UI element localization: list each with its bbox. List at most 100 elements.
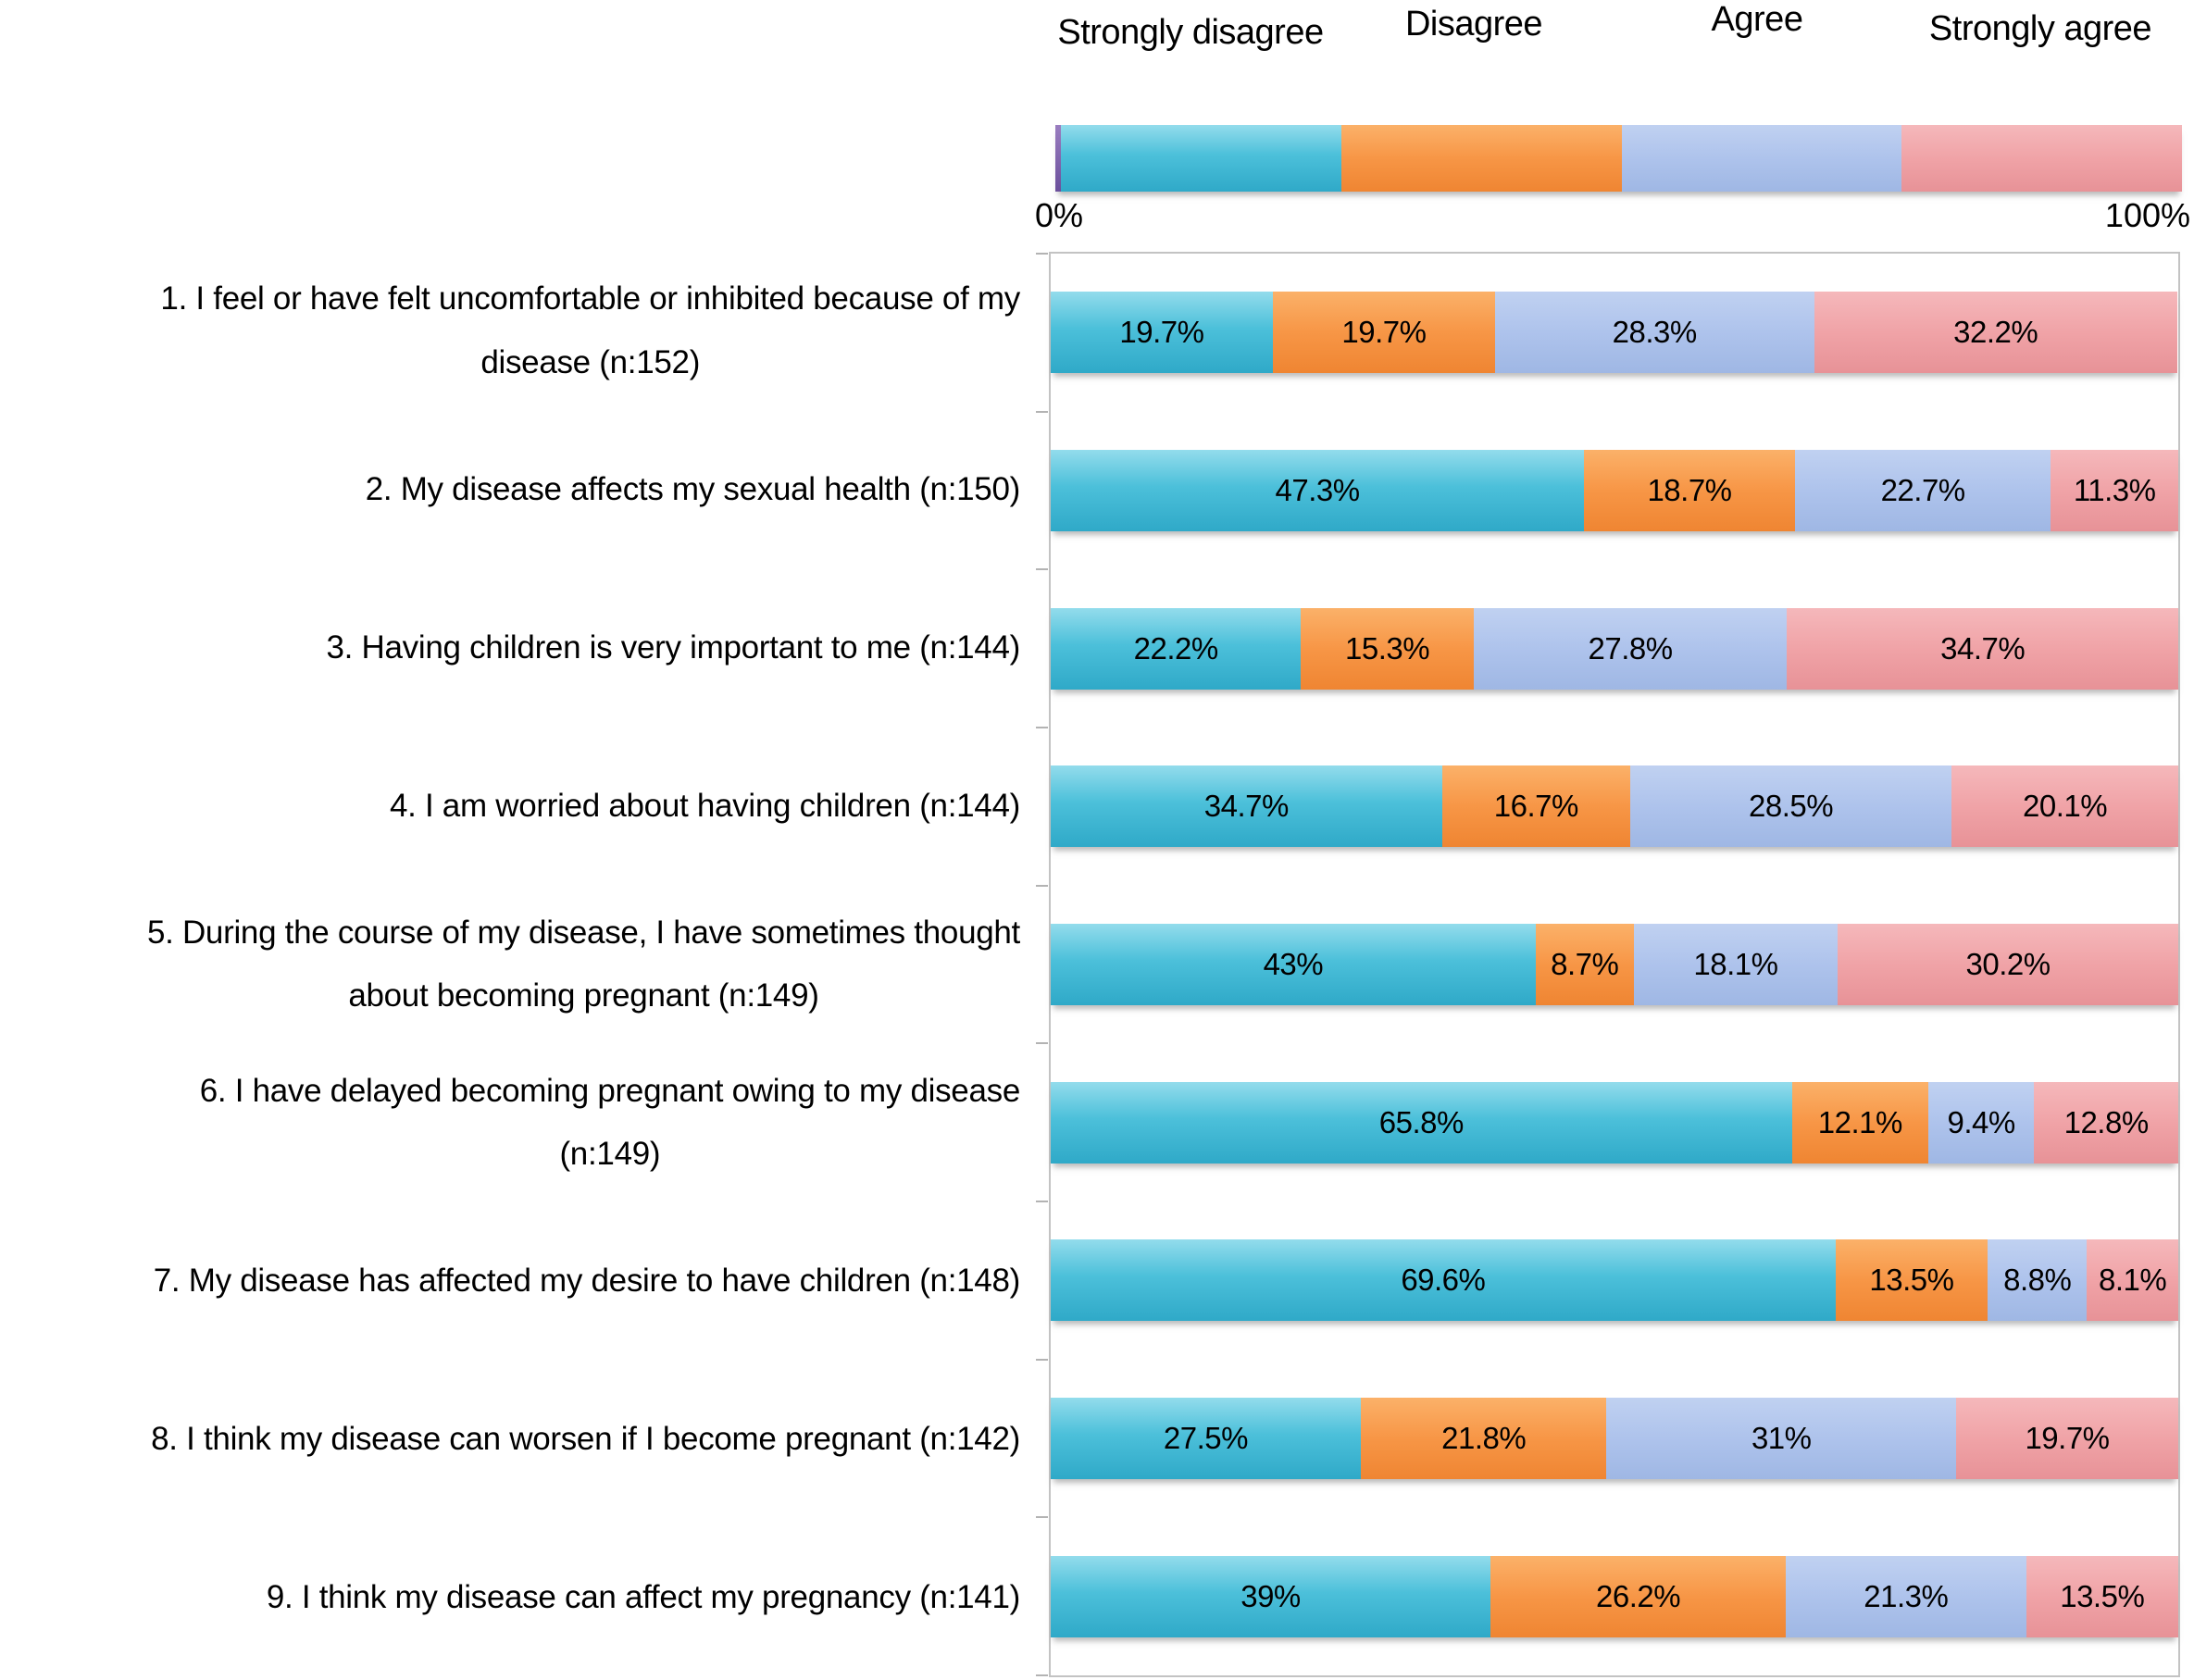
axis-tick [1036,253,1048,255]
bar-segment-disagree: 21.8% [1360,1398,1607,1480]
bar-segment-strongly-disagree: 47.3% [1051,450,1585,531]
segment-value-label: 43% [1263,947,1324,982]
segment-value-label: 22.2% [1133,630,1219,666]
segment-value-label: 28.5% [1749,789,1834,824]
bar-segment-disagree: 18.7% [1584,450,1795,531]
question-labels-column: 1. I feel or have felt uncomfortable or … [0,252,1031,1677]
bar-segment-strongly-disagree: 22.2% [1051,607,1302,690]
plot-area: 19.7% 19.7% 28.3% 32.2% 47.3% 18.7% 22.7% 11.3%… [1036,252,2180,1677]
stacked-bar: 39% 26.2% 21.3% 13.5% [1051,1555,2178,1637]
question-label-row: 6. I have delayed becoming pregnant owin… [0,1044,1031,1202]
legend-swatch-strongly-disagree [1061,125,1341,192]
segment-value-label: 31% [1751,1421,1812,1456]
bar-segment-agree: 31% [1606,1398,1957,1480]
bar-segment-strongly-disagree: 69.6% [1051,1239,1836,1322]
segment-value-label: 19.7% [1341,315,1427,350]
segment-value-label: 8.7% [1551,947,1619,982]
question-label-row: 4. I am worried about having children (n… [0,727,1031,885]
bar-segment-agree: 18.1% [1633,924,1839,1006]
segment-value-label: 22.7% [1880,473,1966,507]
bar-segment-agree: 28.5% [1630,765,1952,848]
question-label: 6. I have delayed becoming pregnant owin… [199,1072,1021,1173]
bar-segment-strongly-agree: 12.8% [2034,1081,2178,1164]
stacked-bar: 34.7% 16.7% 28.5% 20.1% [1051,765,2178,848]
bar-segment-disagree: 8.7% [1535,924,1634,1006]
bar-row: 39% 26.2% 21.3% 13.5% [1051,1517,2178,1675]
bar-segment-disagree: 16.7% [1441,765,1631,848]
bar-segment-strongly-disagree: 19.7% [1051,292,1273,374]
bar-segment-disagree: 12.1% [1791,1081,1928,1164]
segment-value-label: 21.3% [1864,1578,1949,1613]
axis-tick [1036,1358,1048,1361]
axis-tick [1036,1674,1048,1676]
question-label-row: 9. I think my disease can affect my preg… [0,1519,1031,1677]
segment-value-label: 12.1% [1817,1104,1903,1139]
question-label-row: 2. My disease affects my sexual health (… [0,410,1031,568]
question-label: 4. I am worried about having children (n… [389,787,1020,824]
bar-row: 34.7% 16.7% 28.5% 20.1% [1051,728,2178,886]
bar-segment-strongly-agree: 13.5% [2026,1555,2178,1637]
segment-value-label: 18.1% [1693,947,1778,982]
question-label: 7. My disease has affected my desire to … [153,1263,1021,1300]
bar-segment-agree: 8.8% [1988,1239,2088,1322]
legend-swatch-agree [1621,125,1902,192]
axis-tick [1036,884,1048,887]
axis-tick [1036,1042,1048,1045]
stacked-bar: 27.5% 21.8% 31% 19.7% [1051,1398,2178,1480]
bar-row: 19.7% 19.7% 28.3% 32.2% [1051,254,2178,412]
axis-max-label: 100% [2104,196,2190,234]
question-label-row: 5. During the course of my disease, I ha… [0,885,1031,1043]
axis-tick [1036,726,1048,728]
stacked-bar: 19.7% 19.7% 28.3% 32.2% [1051,292,2178,374]
bar-row: 47.3% 18.7% 22.7% 11.3% [1051,412,2178,570]
question-label-row: 3. Having children is very important to … [0,568,1031,727]
legend-swatch-strongly-agree [1901,125,2182,192]
legend-color-bar [1055,125,2182,192]
bar-row: 22.2% 15.3% 27.8% 34.7% [1051,569,2178,728]
axis-tick [1036,1516,1048,1519]
question-label-row: 1. I feel or have felt uncomfortable or … [0,252,1031,410]
question-label: 5. During the course of my disease, I ha… [146,914,1020,1014]
segment-value-label: 27.5% [1163,1421,1249,1456]
segment-value-label: 19.7% [1119,315,1204,350]
segment-value-label: 26.2% [1596,1578,1681,1613]
segment-value-label: 13.5% [1869,1263,1954,1298]
segment-value-label: 12.8% [2063,1104,2150,1139]
bar-segment-strongly-disagree: 34.7% [1051,765,1442,848]
bar-segment-strongly-disagree: 27.5% [1051,1398,1361,1480]
bar-segment-agree: 9.4% [1927,1081,2035,1164]
bar-row: 43% 8.7% 18.1% 30.2% [1051,886,2178,1044]
segment-value-label: 34.7% [1203,789,1290,824]
bar-segment-strongly-disagree: 39% [1051,1555,1491,1637]
question-label-row: 8. I think my disease can worsen if I be… [0,1361,1031,1519]
bar-segment-disagree: 26.2% [1490,1555,1787,1637]
segment-value-label: 19.7% [2025,1421,2110,1456]
bar-segment-strongly-agree: 30.2% [1838,924,2178,1006]
bar-segment-agree: 22.7% [1794,450,2051,531]
question-label: 1. I feel or have felt uncomfortable or … [160,280,1020,380]
bar-segment-disagree: 15.3% [1301,607,1474,690]
segment-value-label: 18.7% [1647,473,1732,507]
segment-value-label: 27.8% [1588,630,1673,666]
question-label: 2. My disease affects my sexual health (… [365,470,1021,507]
bar-segment-strongly-agree: 19.7% [1956,1398,2178,1480]
segment-value-label: 47.3% [1275,473,1361,507]
bar-segment-strongly-disagree: 65.8% [1051,1081,1792,1164]
segment-value-label: 9.4% [1947,1104,2015,1139]
question-label: 8. I think my disease can worsen if I be… [151,1421,1020,1458]
segment-value-label: 28.3% [1612,315,1698,350]
legend: Strongly disagree Disagree Agree Strongl… [1049,0,2182,53]
stacked-bar: 22.2% 15.3% 27.8% 34.7% [1051,607,2178,690]
segment-value-label: 13.5% [2060,1578,2145,1613]
segment-value-label: 65.8% [1378,1104,1465,1139]
stacked-bar: 69.6% 13.5% 8.8% 8.1% [1051,1239,2178,1322]
segment-value-label: 30.2% [1965,947,2051,982]
bar-segment-strongly-agree: 32.2% [1814,292,2177,374]
bar-segment-strongly-agree: 8.1% [2087,1239,2178,1322]
legend-swatch-disagree [1340,125,1622,192]
stacked-bar: 47.3% 18.7% 22.7% 11.3% [1051,450,2178,531]
stacked-bar: 43% 8.7% 18.1% 30.2% [1051,924,2178,1006]
bar-row: 27.5% 21.8% 31% 19.7% [1051,1360,2178,1518]
bar-segment-strongly-disagree: 43% [1051,924,1536,1006]
axis-tick [1036,410,1048,413]
